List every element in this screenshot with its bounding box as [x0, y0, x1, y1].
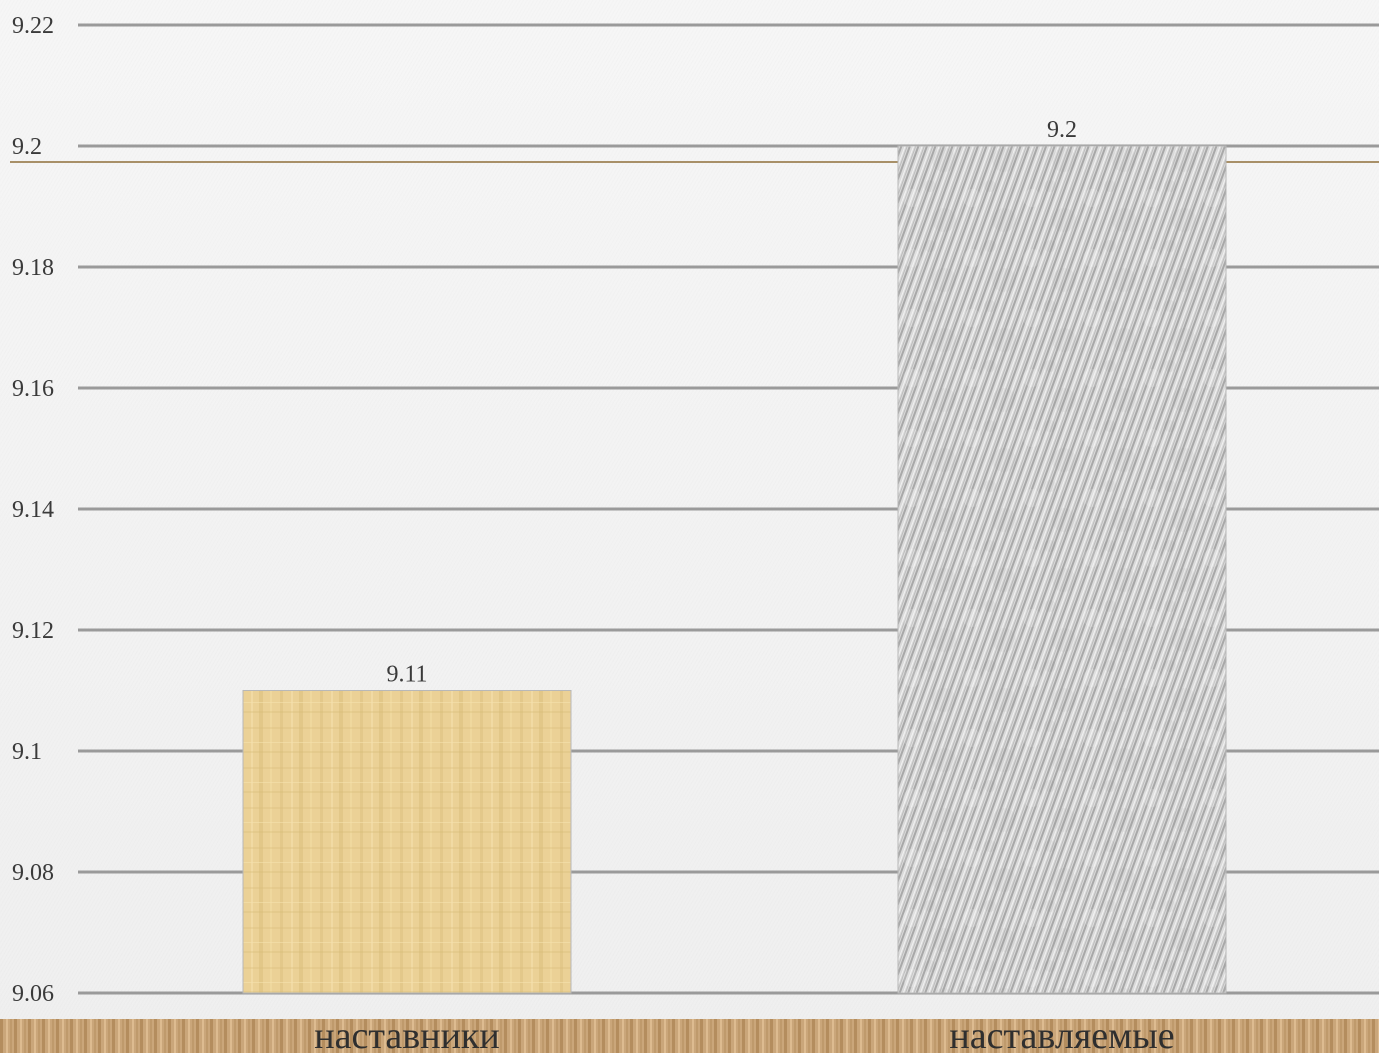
bar-1: [242, 690, 572, 994]
footer-band: [0, 1019, 1379, 1053]
y-tick-label: 9.2: [12, 134, 42, 160]
data-label: 9.11: [386, 662, 427, 688]
y-tick-label: 9.18: [12, 255, 54, 281]
bar-2-texture: [898, 146, 1226, 993]
data-label: 9.2: [1047, 117, 1077, 143]
y-tick-label: 9.1: [12, 739, 42, 765]
y-tick-label: 9.12: [12, 618, 54, 644]
y-axis-ticks: 9.06 9.08 9.1 9.12 9.14 9.16 9.18 9.2 9.22: [12, 13, 54, 1007]
category-label: наставляемые: [949, 1015, 1174, 1053]
category-label: наставники: [314, 1015, 499, 1053]
y-tick-label: 9.08: [12, 860, 54, 886]
y-tick-label: 9.16: [12, 376, 54, 402]
y-tick-label: 9.22: [12, 13, 54, 39]
y-tick-label: 9.14: [12, 497, 54, 523]
y-tick-label: 9.06: [12, 981, 54, 1007]
category-labels: наставники наставляемые: [314, 1015, 1174, 1053]
bars: [242, 145, 1227, 994]
data-labels: 9.11 9.2: [386, 117, 1077, 688]
